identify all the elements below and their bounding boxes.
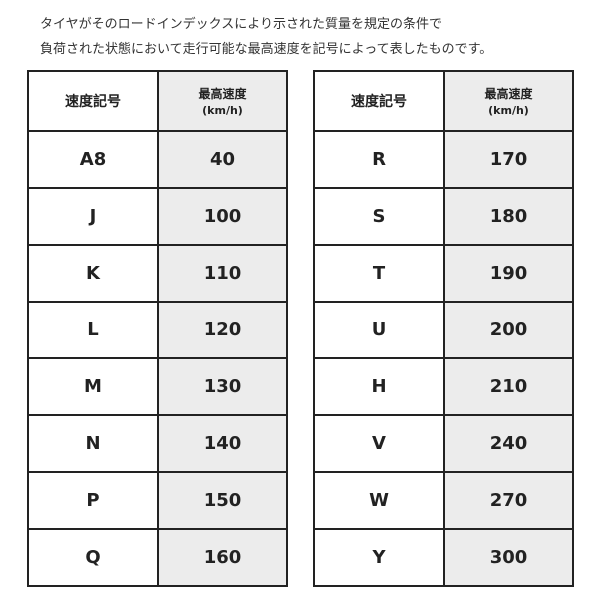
table-row: L 120	[27, 300, 288, 360]
speed-symbol: A8	[27, 129, 159, 189]
max-speed: 300	[443, 528, 574, 587]
max-speed: 200	[443, 300, 574, 360]
speed-symbol: L	[27, 300, 159, 360]
table-row: T 190	[313, 243, 574, 303]
header-symbol: 速度記号	[313, 70, 445, 132]
table-row: U 200	[313, 300, 574, 360]
speed-symbol: W	[313, 471, 445, 531]
table-row: V 240	[313, 414, 574, 474]
table-row: Q 160	[27, 528, 288, 587]
intro-line-1: タイヤがそのロードインデックスにより示された質量を規定の条件で	[40, 17, 442, 32]
table-row: R 170	[313, 129, 574, 189]
max-speed: 150	[157, 471, 288, 531]
max-speed: 210	[443, 357, 574, 417]
speed-table-left: 速度記号 最高速度 (km/h) A8 40 J 100 K 110 L 120 M 130 N 140 P 1…	[27, 70, 288, 587]
max-speed: 120	[157, 300, 288, 360]
header-speed: 最高速度 (km/h)	[443, 70, 574, 132]
table-row: A8 40	[27, 129, 288, 189]
table-row: J 100	[27, 186, 288, 246]
table-row: W 270	[313, 471, 574, 531]
max-speed: 40	[157, 129, 288, 189]
header-row: 速度記号 最高速度 (km/h)	[313, 70, 574, 132]
speed-symbol: T	[313, 243, 445, 303]
max-speed: 190	[443, 243, 574, 303]
speed-symbol: H	[313, 357, 445, 417]
max-speed: 110	[157, 243, 288, 303]
speed-symbol: R	[313, 129, 445, 189]
speed-symbol: S	[313, 186, 445, 246]
header-speed-label: 最高速度	[198, 86, 247, 101]
table-row: M 130	[27, 357, 288, 417]
header-speed-unit: (km/h)	[488, 103, 529, 117]
max-speed: 130	[157, 357, 288, 417]
max-speed: 100	[157, 186, 288, 246]
speed-symbol: J	[27, 186, 159, 246]
speed-symbol: U	[313, 300, 445, 360]
table-row: N 140	[27, 414, 288, 474]
speed-symbol: Q	[27, 528, 159, 587]
table-row: H 210	[313, 357, 574, 417]
speed-symbol: P	[27, 471, 159, 531]
max-speed: 180	[443, 186, 574, 246]
intro-text: タイヤがそのロードインデックスにより示された質量を規定の条件で 負荷された状態に…	[40, 12, 492, 62]
speed-symbol: M	[27, 357, 159, 417]
speed-symbol: K	[27, 243, 159, 303]
max-speed: 270	[443, 471, 574, 531]
max-speed: 170	[443, 129, 574, 189]
table-row: Y 300	[313, 528, 574, 587]
max-speed: 160	[157, 528, 288, 587]
speed-table-right: 速度記号 最高速度 (km/h) R 170 S 180 T 190 U 200 H 210 V 240 W 2…	[313, 70, 574, 587]
header-row: 速度記号 最高速度 (km/h)	[27, 70, 288, 132]
speed-symbol: N	[27, 414, 159, 474]
header-speed: 最高速度 (km/h)	[157, 70, 288, 132]
speed-symbol: V	[313, 414, 445, 474]
table-row: S 180	[313, 186, 574, 246]
intro-line-2: 負荷された状態において走行可能な最高速度を記号によって表したものです。	[40, 42, 493, 57]
table-row: K 110	[27, 243, 288, 303]
header-symbol: 速度記号	[27, 70, 159, 132]
table-row: P 150	[27, 471, 288, 531]
header-speed-label: 最高速度	[484, 86, 533, 101]
speed-symbol: Y	[313, 528, 445, 587]
header-speed-unit: (km/h)	[202, 103, 243, 117]
max-speed: 140	[157, 414, 288, 474]
max-speed: 240	[443, 414, 574, 474]
